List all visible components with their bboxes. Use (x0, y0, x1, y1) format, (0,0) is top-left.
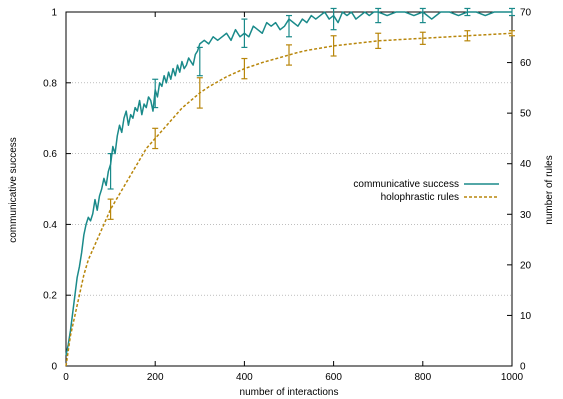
y2-tick-label: 60 (520, 58, 532, 69)
y-tick-label: 0.2 (43, 291, 57, 302)
x-tick-label: 1000 (501, 372, 524, 383)
y2-tick-label: 20 (520, 260, 532, 271)
y2-tick-label: 70 (520, 8, 532, 19)
x-tick-label: 0 (63, 372, 69, 383)
series-line-0 (65, 11, 512, 356)
y2-tick-label: 0 (520, 362, 526, 373)
y-tick-label: 0.8 (43, 78, 57, 89)
x-axis-label: number of interactions (240, 387, 339, 398)
legend-label-communicative-success: communicative success (353, 179, 459, 190)
tick-labels: 0 200 400 600 800 100000.20.40.60.81010203040… (43, 8, 531, 384)
series-layer (65, 7, 515, 367)
y2-tick-label: 40 (520, 159, 532, 170)
grid-lines (66, 82, 512, 296)
x-tick-label: 200 (147, 372, 164, 383)
legend-label-holophrastic-rules: holophrastic rules (381, 192, 459, 203)
x-tick-label: 400 (236, 372, 253, 383)
y-axis-label: communicative success (8, 137, 19, 243)
y-tick-label: 0 (51, 362, 57, 373)
y-tick-label: 0.6 (43, 149, 57, 160)
plot-frame (65, 11, 513, 367)
y2-tick-label: 10 (520, 311, 532, 322)
y-tick-label: 1 (51, 8, 57, 19)
series-line-1 (65, 32, 513, 367)
x-tick-label: 800 (414, 372, 431, 383)
x-tick-label: 600 (325, 372, 342, 383)
y2-axis-label: number of rules (544, 155, 555, 224)
legend: communicative success holophrastic rules (353, 179, 499, 203)
y2-tick-label: 30 (520, 210, 532, 221)
y-tick-label: 0.4 (43, 220, 57, 231)
y2-tick-label: 50 (520, 109, 532, 120)
